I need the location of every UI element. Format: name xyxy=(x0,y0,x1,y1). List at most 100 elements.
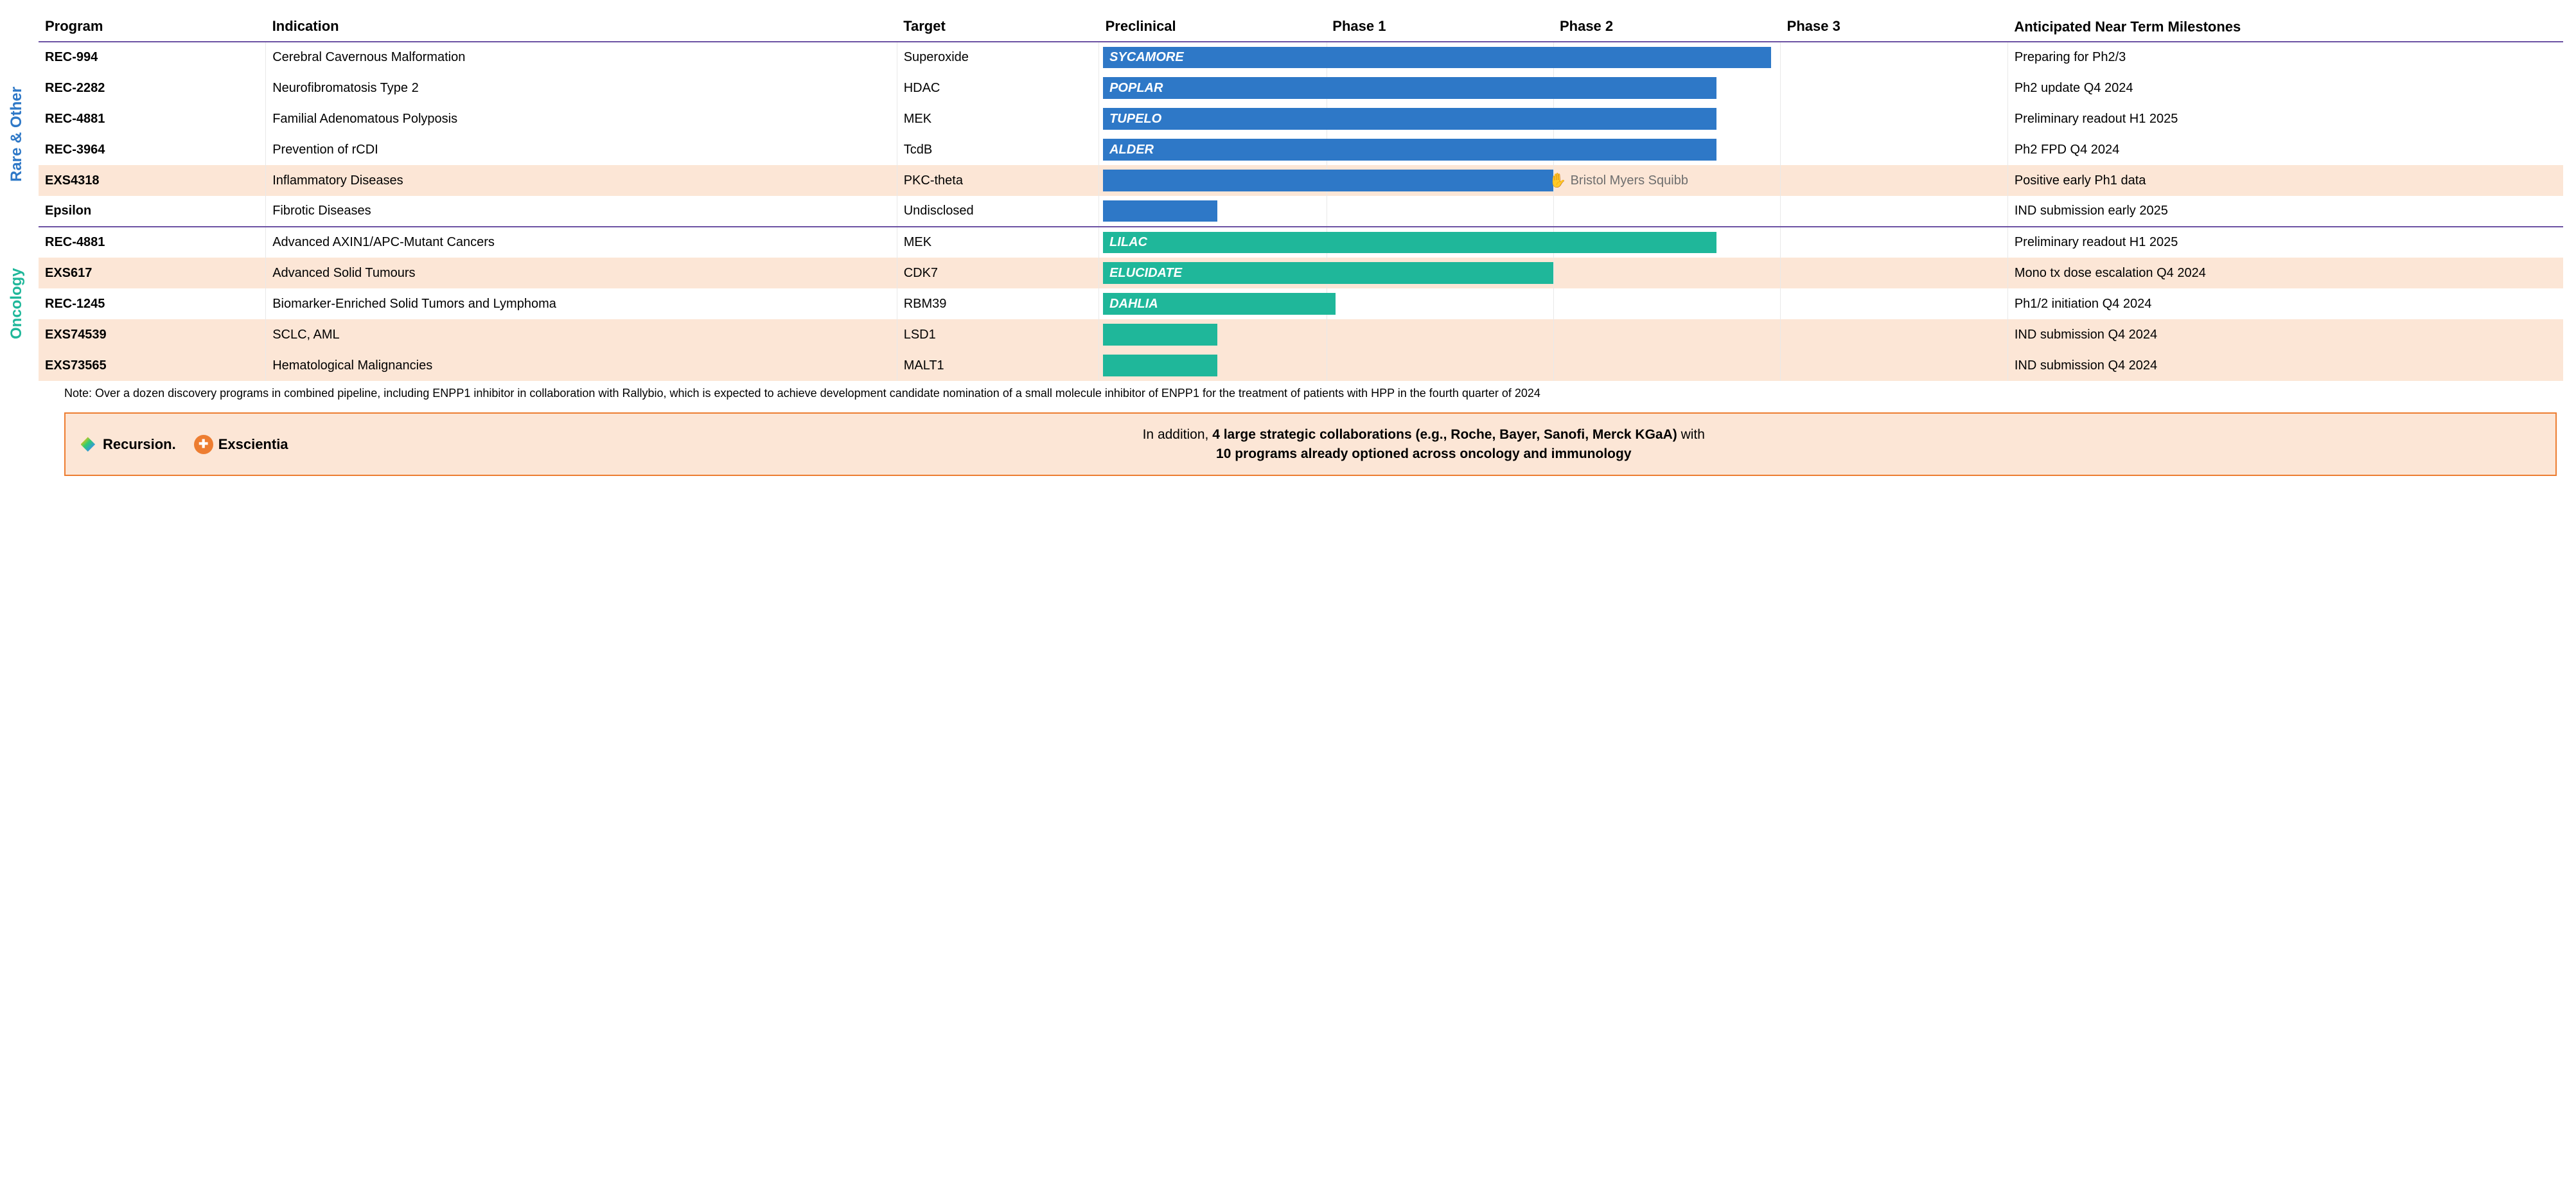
cell-program: EXS73565 xyxy=(39,350,266,381)
cell-program: REC-994 xyxy=(39,42,266,73)
cell-program: REC-3964 xyxy=(39,134,266,165)
footer-box: Recursion. Exscientia In addition, 4 lar… xyxy=(64,412,2557,476)
footer-bold1: 4 large strategic collaborations (e.g., … xyxy=(1212,427,1677,442)
cell-target: Undisclosed xyxy=(897,196,1098,227)
cell-indication: Advanced AXIN1/APC-Mutant Cancers xyxy=(266,227,897,258)
cell-program: EXS4318 xyxy=(39,165,266,196)
footnote: Note: Over a dozen discovery programs in… xyxy=(39,381,2563,410)
cell-phases xyxy=(1099,350,2008,381)
cell-milestone: Ph1/2 initiation Q4 2024 xyxy=(2007,288,2563,319)
cell-program: REC-4881 xyxy=(39,227,266,258)
progress-bar: ALDER xyxy=(1103,139,1716,161)
cell-indication: Cerebral Cavernous Malformation xyxy=(266,42,897,73)
cell-phases xyxy=(1099,196,2008,227)
cell-milestone: Preliminary readout H1 2025 xyxy=(2007,103,2563,134)
cell-indication: Hematological Malignancies xyxy=(266,350,897,381)
exscientia-label: Exscientia xyxy=(218,436,288,453)
col-indication: Indication xyxy=(266,13,897,42)
cell-target: RBM39 xyxy=(897,288,1098,319)
recursion-logo: Recursion. xyxy=(81,435,176,454)
cell-program: REC-2282 xyxy=(39,73,266,103)
progress-bar: TUPELO xyxy=(1103,108,1716,130)
cell-phases: SYCAMORE xyxy=(1099,42,2008,73)
footer-logos: Recursion. Exscientia xyxy=(81,435,288,454)
col-phase2: Phase 2 xyxy=(1553,13,1781,42)
cell-target: CDK7 xyxy=(897,258,1098,288)
footer-pre: In addition, xyxy=(1143,427,1213,442)
exscientia-icon xyxy=(194,435,213,454)
table-row: REC-4881Familial Adenomatous PolyposisME… xyxy=(39,103,2563,134)
table-row: REC-994Cerebral Cavernous MalformationSu… xyxy=(39,42,2563,73)
cell-phases: LILAC xyxy=(1099,227,2008,258)
cell-program: EXS617 xyxy=(39,258,266,288)
cell-target: MEK xyxy=(897,227,1098,258)
col-phase3: Phase 3 xyxy=(1781,13,2008,42)
progress-bar: ✋Bristol Myers Squibb xyxy=(1103,170,1553,191)
hand-icon: ✋ xyxy=(1549,172,1566,189)
cell-milestone: Positive early Ph1 data xyxy=(2007,165,2563,196)
table-row: EXS73565Hematological MalignanciesMALT1 I… xyxy=(39,350,2563,381)
col-milestone: Anticipated Near Term Milestones xyxy=(2007,13,2563,42)
category-label: Oncology xyxy=(8,227,26,381)
cell-milestone: IND submission Q4 2024 xyxy=(2007,319,2563,350)
cell-program: Epsilon xyxy=(39,196,266,227)
cell-indication: Fibrotic Diseases xyxy=(266,196,897,227)
cell-indication: Inflammatory Diseases xyxy=(266,165,897,196)
cell-indication: Advanced Solid Tumours xyxy=(266,258,897,288)
cell-phases: ✋Bristol Myers Squibb xyxy=(1099,165,2008,196)
footer-bold2: 10 programs already optioned across onco… xyxy=(1216,446,1631,461)
progress-bar xyxy=(1103,200,1217,222)
table-row: EXS74539SCLC, AMLLSD1IND submission Q4 2… xyxy=(39,319,2563,350)
progress-bar: POPLAR xyxy=(1103,77,1716,99)
cell-program: REC-1245 xyxy=(39,288,266,319)
cell-phases: TUPELO xyxy=(1099,103,2008,134)
category-label: Rare & Other xyxy=(8,42,26,227)
cell-phases: ALDER xyxy=(1099,134,2008,165)
footer-text: In addition, 4 large strategic collabora… xyxy=(308,425,2540,463)
table-row: EXS617Advanced Solid TumoursCDK7ELUCIDAT… xyxy=(39,258,2563,288)
cell-milestone: Mono tx dose escalation Q4 2024 xyxy=(2007,258,2563,288)
col-phase1: Phase 1 xyxy=(1326,13,1553,42)
col-program: Program xyxy=(39,13,266,42)
cell-phases xyxy=(1099,319,2008,350)
cell-target: TcdB xyxy=(897,134,1098,165)
cell-phases: POPLAR xyxy=(1099,73,2008,103)
cell-target: MEK xyxy=(897,103,1098,134)
cell-milestone: Ph2 FPD Q4 2024 xyxy=(2007,134,2563,165)
cell-target: LSD1 xyxy=(897,319,1098,350)
cell-indication: Prevention of rCDI xyxy=(266,134,897,165)
cell-milestone: Ph2 update Q4 2024 xyxy=(2007,73,2563,103)
recursion-label: Recursion. xyxy=(103,436,176,453)
cell-milestone: IND submission early 2025 xyxy=(2007,196,2563,227)
progress-bar xyxy=(1103,355,1217,376)
cell-indication: SCLC, AML xyxy=(266,319,897,350)
cell-indication: Biomarker-Enriched Solid Tumors and Lymp… xyxy=(266,288,897,319)
cell-phases: DAHLIA xyxy=(1099,288,2008,319)
partner-label: ✋Bristol Myers Squibb xyxy=(1549,172,1688,189)
table-row: REC-2282Neurofibromatosis Type 2HDACPOPL… xyxy=(39,73,2563,103)
cell-target: PKC-theta xyxy=(897,165,1098,196)
cell-target: MALT1 xyxy=(897,350,1098,381)
cell-milestone: IND submission Q4 2024 xyxy=(2007,350,2563,381)
recursion-icon xyxy=(81,435,98,454)
cell-target: HDAC xyxy=(897,73,1098,103)
progress-bar: DAHLIA xyxy=(1103,293,1336,315)
progress-bar: ELUCIDATE xyxy=(1103,262,1553,284)
col-preclinical: Preclinical xyxy=(1099,13,1327,42)
progress-bar: LILAC xyxy=(1103,232,1716,253)
cell-phases: ELUCIDATE xyxy=(1099,258,2008,288)
header-row: Program Indication Target Preclinical Ph… xyxy=(39,13,2563,42)
col-target: Target xyxy=(897,13,1098,42)
pipeline-table: Program Indication Target Preclinical Ph… xyxy=(39,13,2563,381)
table-row: EpsilonFibrotic DiseasesUndisclosed IND s… xyxy=(39,196,2563,227)
progress-bar: SYCAMORE xyxy=(1103,47,1771,68)
table-row: REC-1245Biomarker-Enriched Solid Tumors … xyxy=(39,288,2563,319)
footer-mid: with xyxy=(1677,427,1705,442)
cell-milestone: Preliminary readout H1 2025 xyxy=(2007,227,2563,258)
pipeline-table-wrap: Rare & OtherOncology Program Indication … xyxy=(39,13,2563,381)
table-row: EXS4318Inflammatory DiseasesPKC-theta✋Br… xyxy=(39,165,2563,196)
exscientia-logo: Exscientia xyxy=(194,435,288,454)
table-row: REC-3964Prevention of rCDITcdBALDER Ph2 F… xyxy=(39,134,2563,165)
cell-milestone: Preparing for Ph2/3 xyxy=(2007,42,2563,73)
cell-program: REC-4881 xyxy=(39,103,266,134)
